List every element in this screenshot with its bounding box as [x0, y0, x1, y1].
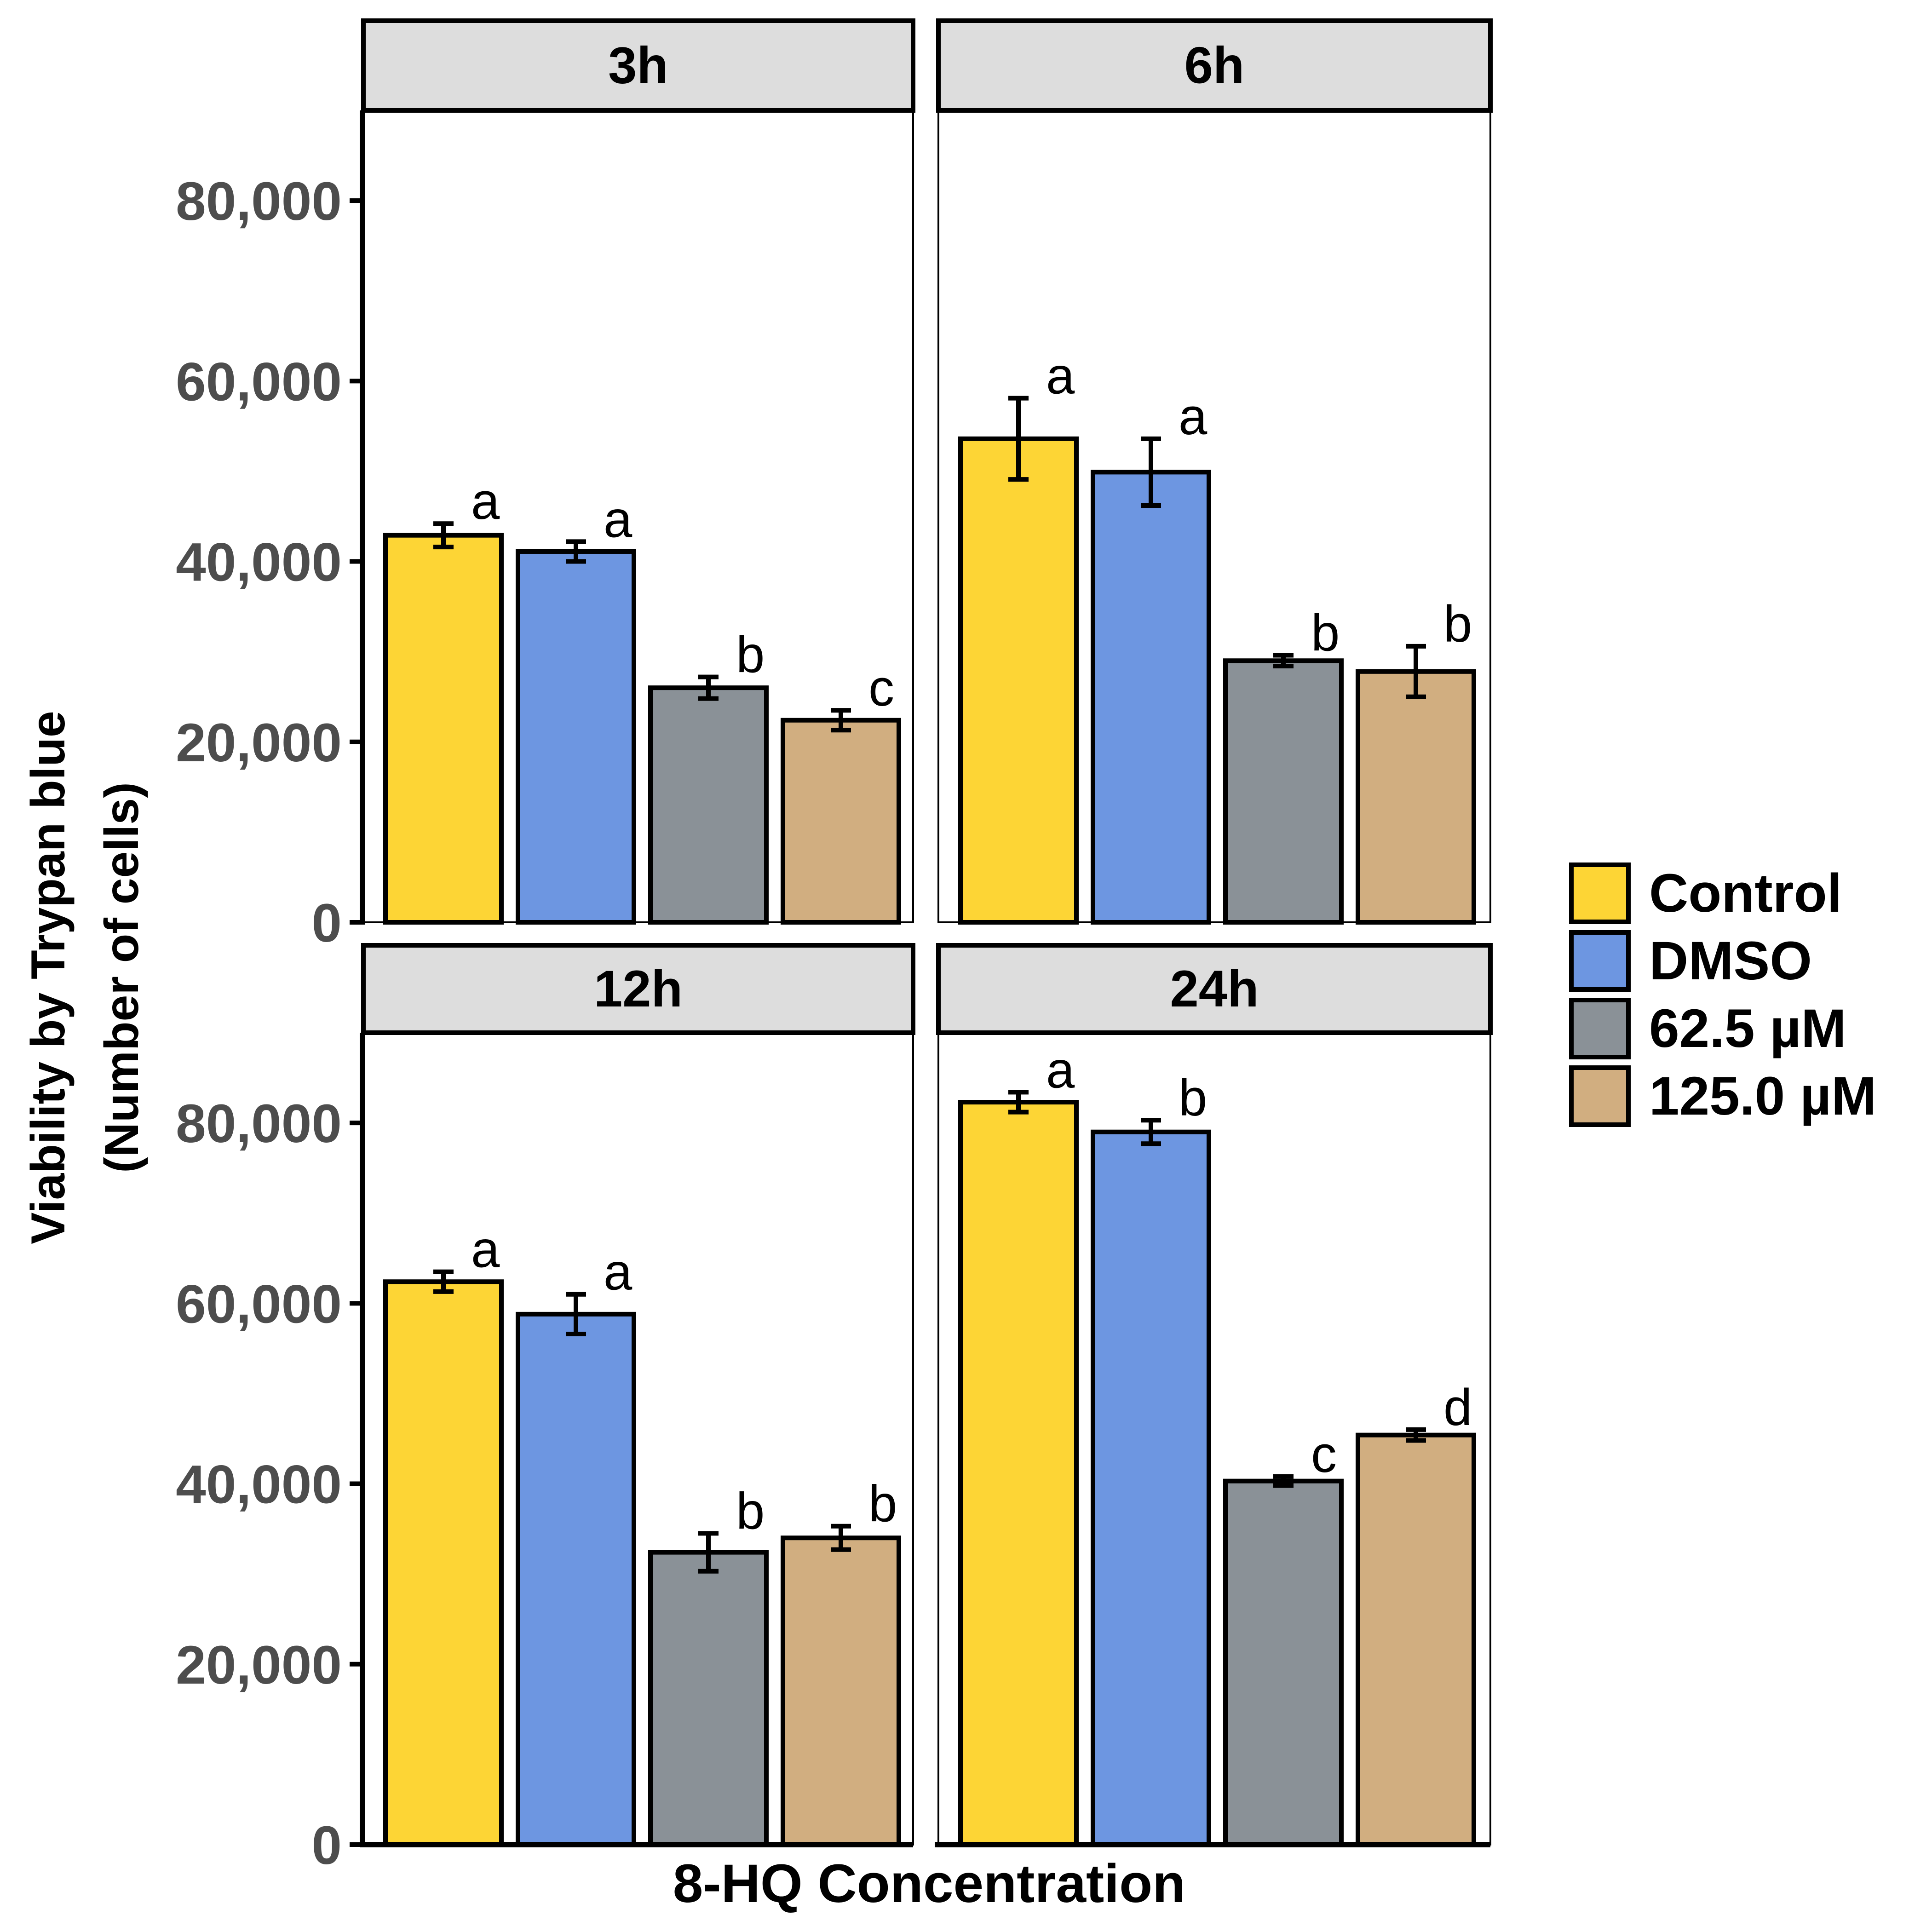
panel-strip-label: 24h [1170, 960, 1259, 1018]
y-tick-label: 40,000 [176, 532, 342, 593]
significance-letter: a [1046, 347, 1075, 405]
significance-letter: d [1443, 1379, 1472, 1436]
y-tick-label: 20,000 [176, 713, 342, 773]
bar-12h-0 [383, 1279, 504, 1847]
y-tick-label: 40,000 [176, 1455, 342, 1515]
significance-letter: c [1311, 1426, 1337, 1483]
y-tick-label: 20,000 [176, 1635, 342, 1696]
y-tick-label: 0 [311, 893, 342, 954]
panel-strip-label: 6h [1184, 37, 1245, 94]
significance-letter: c [868, 659, 894, 717]
significance-letter: a [471, 1221, 500, 1278]
y-axis-title-line-1: Viability by Trypan blue [22, 711, 75, 1244]
y-tick-label: 0 [311, 1815, 342, 1876]
bar-24h-1 [1091, 1129, 1211, 1847]
significance-letter: b [736, 626, 765, 684]
legend-label: 62.5 µM [1649, 998, 1846, 1059]
bar-12h-3 [781, 1535, 901, 1847]
panel-border [937, 109, 1491, 923]
panel-3h: 3h a a b c [361, 18, 915, 925]
panel-6h: 6h a a b b [936, 18, 1493, 925]
significance-letter: b [1179, 1069, 1207, 1127]
significance-letter: b [736, 1482, 765, 1540]
bar-3h-0 [383, 533, 504, 925]
significance-letter: a [604, 490, 632, 548]
x-axis-title: 8-HQ Concentration [673, 1853, 1186, 1914]
legend-key-2 [1569, 998, 1631, 1059]
bar-12h-2 [648, 1550, 769, 1847]
bar-24h-3 [1356, 1432, 1476, 1847]
bar-3h-3 [781, 718, 901, 925]
y-tick-label: 60,000 [176, 351, 342, 412]
significance-letter: a [1179, 388, 1208, 445]
bar-3h-2 [648, 685, 769, 925]
y-tick-label: 80,000 [176, 1093, 342, 1154]
legend-key-1 [1569, 930, 1631, 992]
y-axes: 0 20,000 40,000 60,000 80,000 0 20,000 40,000 60… [176, 110, 1490, 1876]
panel-strip [361, 943, 915, 1035]
panel-strip [361, 18, 915, 113]
bar-6h-3 [1356, 669, 1476, 925]
legend-key-3 [1569, 1065, 1631, 1127]
significance-letter: b [1443, 595, 1472, 653]
legend: Control DMSO 62.5 µM 125.0 µM [1569, 862, 1876, 1127]
panel-24h: 24h a b c d [936, 943, 1493, 1847]
legend-label: DMSO [1649, 931, 1812, 991]
y-tick-label: 60,000 [176, 1274, 342, 1334]
bar-3h-1 [516, 549, 636, 925]
significance-letter: a [1046, 1041, 1075, 1098]
bar-24h-0 [958, 1100, 1079, 1847]
bar-6h-2 [1223, 658, 1344, 925]
panel-strip-label: 3h [608, 37, 668, 94]
bar-12h-1 [516, 1311, 636, 1847]
panel-12h: 12h a a b b [361, 943, 915, 1847]
panel-group: 3h a a b c 6h a a b b 12h a a b b 24h a b c d [361, 18, 1493, 1847]
significance-letter: b [1311, 604, 1340, 662]
legend-label: 125.0 µM [1649, 1066, 1876, 1127]
bar-6h-0 [958, 436, 1079, 925]
panel-strip [936, 943, 1493, 1035]
legend-key-0 [1569, 862, 1631, 924]
significance-letter: a [471, 472, 500, 530]
significance-letter: b [868, 1475, 897, 1533]
significance-letter: a [604, 1243, 632, 1301]
bar-24h-2 [1223, 1478, 1344, 1847]
y-axis-title-line-2: (Number of cells) [95, 782, 149, 1173]
legend-label: Control [1649, 863, 1842, 924]
y-tick-label: 80,000 [176, 171, 342, 232]
bar-6h-1 [1091, 470, 1211, 925]
panel-strip-label: 12h [594, 960, 683, 1018]
